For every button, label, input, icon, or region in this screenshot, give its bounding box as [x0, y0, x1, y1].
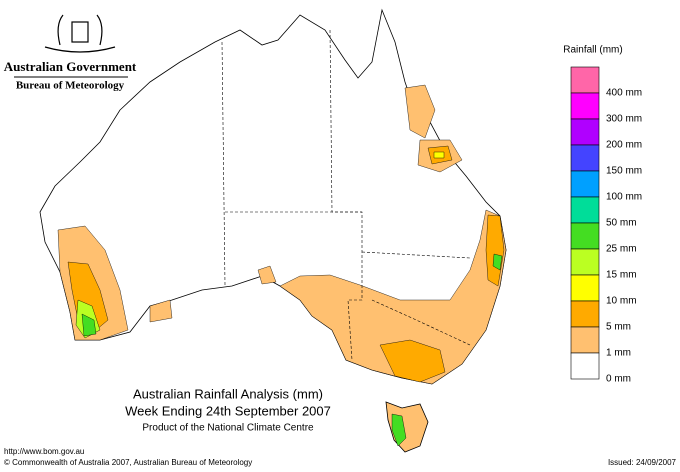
- government-name: Australian Government: [4, 59, 137, 74]
- legend-swatch: [570, 66, 600, 94]
- legend-label: 25 mm: [606, 244, 637, 255]
- rainfall-areas: [57, 84, 507, 385]
- legend-swatch: [570, 300, 600, 328]
- crest: [44, 14, 116, 53]
- legend-label: 0 mm: [606, 374, 631, 385]
- legend-label: 100 mm: [606, 192, 642, 203]
- footer-url: http://www.bom.gov.au: [4, 447, 84, 456]
- legend-label: 150 mm: [606, 166, 642, 177]
- bureau-name: Bureau of Meteorology: [16, 80, 125, 92]
- legend-swatch: [570, 144, 600, 172]
- legend: 400 mm 300 mm 200 mm 150 mm 100 mm 50 mm 25 mm…: [570, 66, 642, 385]
- footer-issued: Issued: 24/09/2007: [608, 458, 677, 467]
- state-borders: [221, 29, 471, 361]
- legend-swatch: [570, 170, 600, 198]
- legend-swatch: [570, 118, 600, 146]
- legend-label: 200 mm: [606, 140, 642, 151]
- map-product: Product of the National Climate Centre: [142, 423, 314, 434]
- footer-copyright: © Commonwealth of Australia 2007, Austra…: [4, 458, 252, 467]
- legend-label: 10 mm: [606, 296, 637, 307]
- legend-title: Rainfall (mm): [563, 45, 622, 56]
- legend-swatch: [570, 326, 600, 354]
- legend-label: 300 mm: [606, 114, 642, 125]
- legend-label: 400 mm: [606, 88, 642, 99]
- legend-swatch: [570, 222, 600, 250]
- legend-swatch: [570, 92, 600, 120]
- legend-swatch: [570, 196, 600, 224]
- legend-swatch: [570, 274, 600, 302]
- legend-swatch: [570, 352, 600, 380]
- legend-label: 5 mm: [606, 322, 631, 333]
- map-title: Australian Rainfall Analysis (mm): [133, 386, 323, 401]
- legend-swatch: [570, 248, 600, 276]
- legend-label: 50 mm: [606, 218, 637, 229]
- map-subtitle: Week Ending 24th September 2007: [125, 403, 331, 418]
- legend-label: 15 mm: [606, 270, 637, 281]
- tasmania-rain: [391, 413, 407, 447]
- legend-label: 1 mm: [606, 348, 631, 359]
